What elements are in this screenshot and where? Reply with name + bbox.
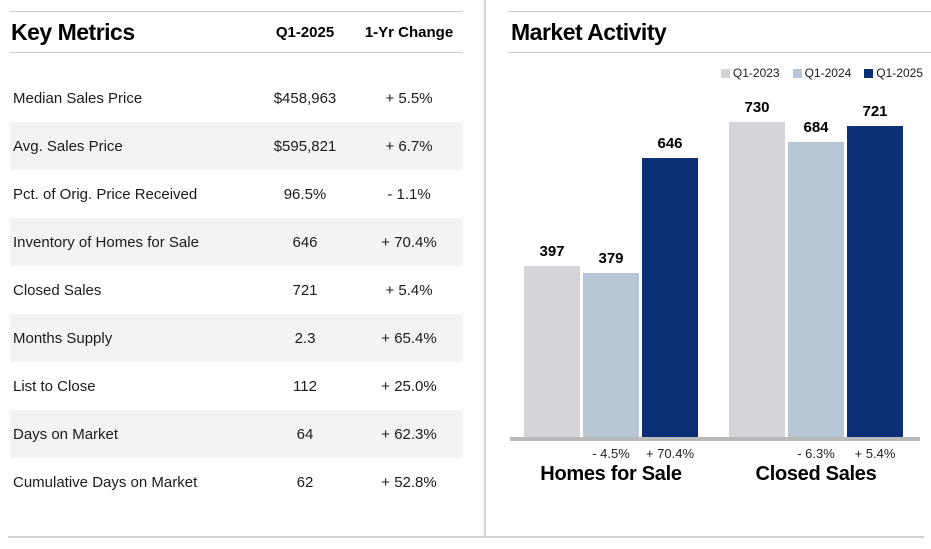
bar-value-label: 730 [744,98,770,116]
bar-column: 721 [847,102,903,437]
metric-value: 112 [293,377,317,395]
metric-label: Months Supply [13,329,113,347]
bar-closed-q1-2023 [729,121,785,437]
metric-value: $458,963 [273,89,337,107]
table-row: Median Sales Price $458,963 + 5.5% [10,74,463,122]
metric-change: + 25.0% [381,377,437,395]
metric-label: Avg. Sales Price [13,137,123,155]
metric-change: + 5.5% [385,89,433,107]
metric-change: + 65.4% [381,329,437,347]
metric-change: + 70.4% [381,233,437,251]
metric-value: 646 [292,233,318,251]
metric-label: Median Sales Price [13,89,143,107]
metric-value: 721 [292,281,318,299]
key-metrics-title: Key Metrics [11,18,135,45]
column-header-change: 1-Yr Change [364,23,454,41]
legend-swatch-q1-2023 [720,68,730,78]
table-row: Inventory of Homes for Sale 646 + 70.4% [10,218,463,266]
bar-column: 646 [642,135,698,437]
legend-item: Q1-2024 [792,66,852,80]
change-label: - 6.3% [797,446,835,461]
legend-label: Q1-2025 [876,66,923,80]
chart-legend: Q1-2023 Q1-2024 Q1-2025 [720,66,923,80]
metric-label: List to Close [13,377,96,395]
metric-change: + 62.3% [381,425,437,443]
table-row: Cumulative Days on Market 62 + 52.8% [10,458,463,506]
metric-change: + 5.4% [385,281,433,299]
metric-label: Cumulative Days on Market [13,473,198,491]
metric-value: 2.3 [294,329,316,347]
bar-value-label: 397 [539,242,565,260]
bar-closed-q1-2024 [788,141,844,437]
bar-value-label: 646 [657,134,683,152]
metric-label: Inventory of Homes for Sale [13,233,199,251]
legend-item: Q1-2023 [720,66,780,80]
legend-label: Q1-2023 [732,66,780,80]
key-metrics-table: Median Sales Price $458,963 + 5.5% Avg. … [10,74,463,506]
table-row: Closed Sales 721 + 5.4% [10,266,463,314]
legend-item: Q1-2025 [864,66,923,80]
category-label-homes-for-sale: Homes for Sale [540,463,682,485]
bar-value-label: 379 [598,250,624,268]
bar-column: 730 [729,99,785,437]
metric-label: Days on Market [13,425,119,443]
bar-closed-q1-2025 [847,125,903,437]
bar-homes-q1-2023 [524,265,580,437]
table-row: Days on Market 64 + 62.3% [10,410,463,458]
bar-value-label: 721 [862,102,888,120]
bar-homes-q1-2024 [583,273,639,437]
chart-baseline [510,437,920,441]
metric-value: 96.5% [283,185,327,203]
vertical-divider [484,0,486,537]
legend-swatch-q1-2025 [864,68,874,78]
metric-value: 62 [296,473,314,491]
change-label: - 4.5% [592,446,630,461]
column-header-period: Q1-2025 [275,23,335,41]
bar-value-label: 684 [803,118,829,136]
legend-swatch-q1-2024 [792,68,802,78]
table-row: Pct. of Orig. Price Received 96.5% - 1.1… [10,170,463,218]
metric-value: 64 [296,425,314,443]
bottom-rule [8,536,924,538]
table-row: Months Supply 2.3 + 65.4% [10,314,463,362]
bar-column: 379 [583,250,639,437]
legend-label: Q1-2024 [804,66,852,80]
key-metrics-header: Key Metrics Q1-2025 1-Yr Change [10,11,463,53]
table-row: Avg. Sales Price $595,821 + 6.7% [10,122,463,170]
bar-column: 684 [788,118,844,437]
metric-label: Pct. of Orig. Price Received [13,185,198,203]
metric-change: + 6.7% [385,137,433,155]
metric-label: Closed Sales [13,281,102,299]
market-activity-title: Market Activity [511,18,667,45]
table-row: List to Close 112 + 25.0% [10,362,463,410]
bar-homes-q1-2025 [642,157,698,437]
change-label: + 70.4% [645,446,695,461]
bar-column: 397 [524,242,580,437]
market-activity-header: Market Activity [508,11,931,53]
category-label-closed-sales: Closed Sales [755,463,877,485]
metric-change: - 1.1% [387,185,431,203]
metric-value: $595,821 [273,137,337,155]
change-label: + 5.4% [854,446,896,461]
metric-change: + 52.8% [381,473,437,491]
